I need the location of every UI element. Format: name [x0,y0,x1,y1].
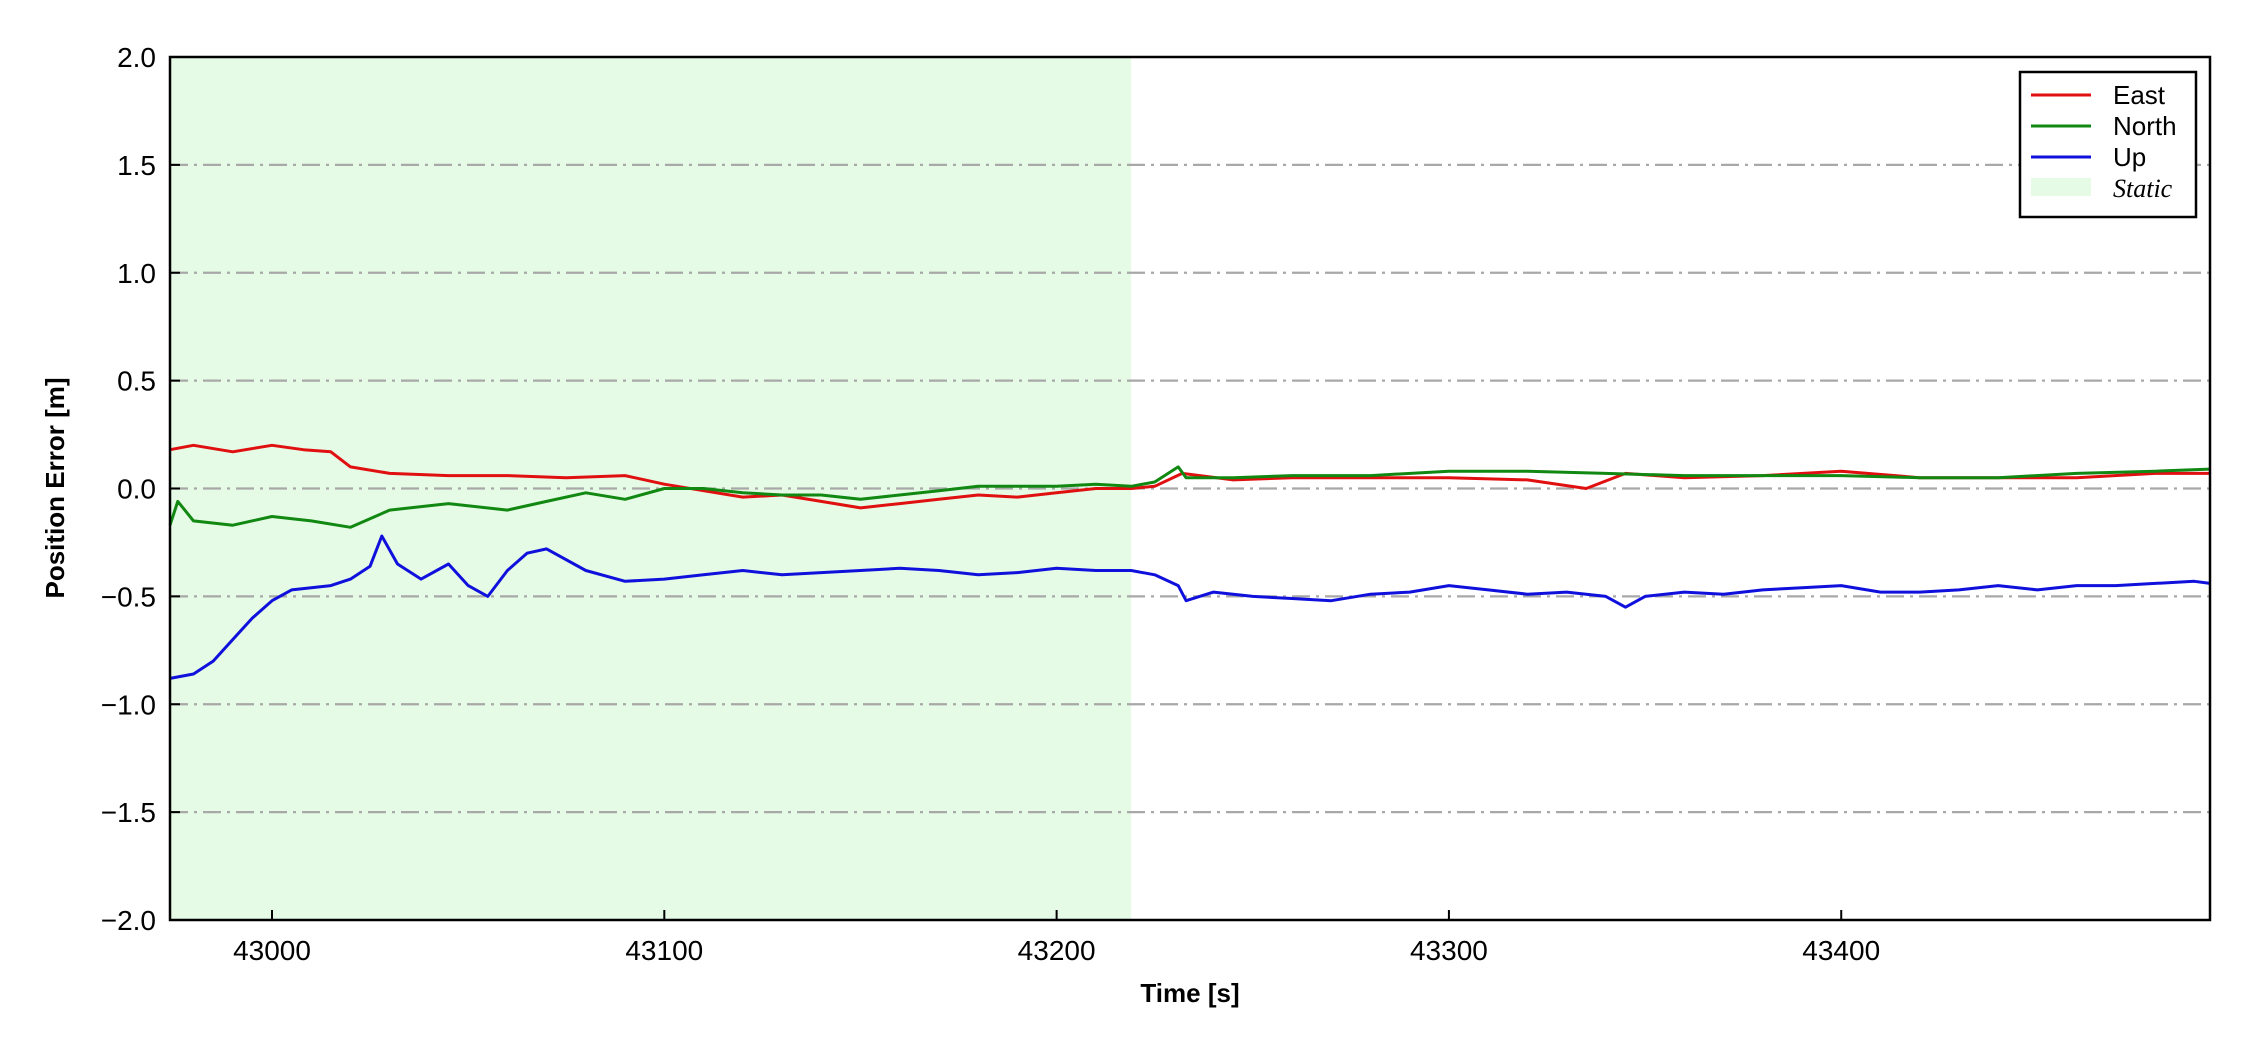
y-tick-label-5: 0.5 [117,366,156,397]
x-tick-label-43300: 43300 [1410,935,1488,966]
x-tick-label-43100: 43100 [625,935,703,966]
x-tick-label-43000: 43000 [233,935,311,966]
series-line-up [169,534,2211,680]
y-tick-label-1: −1.5 [101,797,156,828]
legend-label-static: Static [2113,174,2173,203]
y-tick-label-0: −2.0 [101,905,156,936]
grid-layer [170,163,2210,814]
y-axis-title: Position Error [m] [40,377,70,598]
series-line-east [169,443,2210,510]
x-tick-label-43200: 43200 [1018,935,1096,966]
legend-label-up: Up [2113,142,2146,172]
y-tick-label-7: 1.5 [117,150,156,181]
y-tick-label-8: 2.0 [117,42,156,73]
series-line-north [168,465,2211,529]
x-tick-label-43400: 43400 [1802,935,1880,966]
y-tick-label-6: 1.0 [117,258,156,289]
y-tick-label-3: −0.5 [101,581,156,612]
tick-layer: 43000 43100 43200 43300 43400 −2.0 −1.5 −1.0 −0.… [101,42,1880,966]
legend: East North Up Static [2018,70,2198,219]
series-layer [168,443,2211,680]
x-axis-title: Time [s] [1140,978,1239,1008]
y-tick-label-2: −1.0 [101,689,156,720]
y-tick-label-4: 0.0 [117,474,156,505]
legend-swatch-static [2031,178,2091,196]
legend-label-north: North [2113,111,2177,141]
legend-label-east: East [2113,80,2166,110]
